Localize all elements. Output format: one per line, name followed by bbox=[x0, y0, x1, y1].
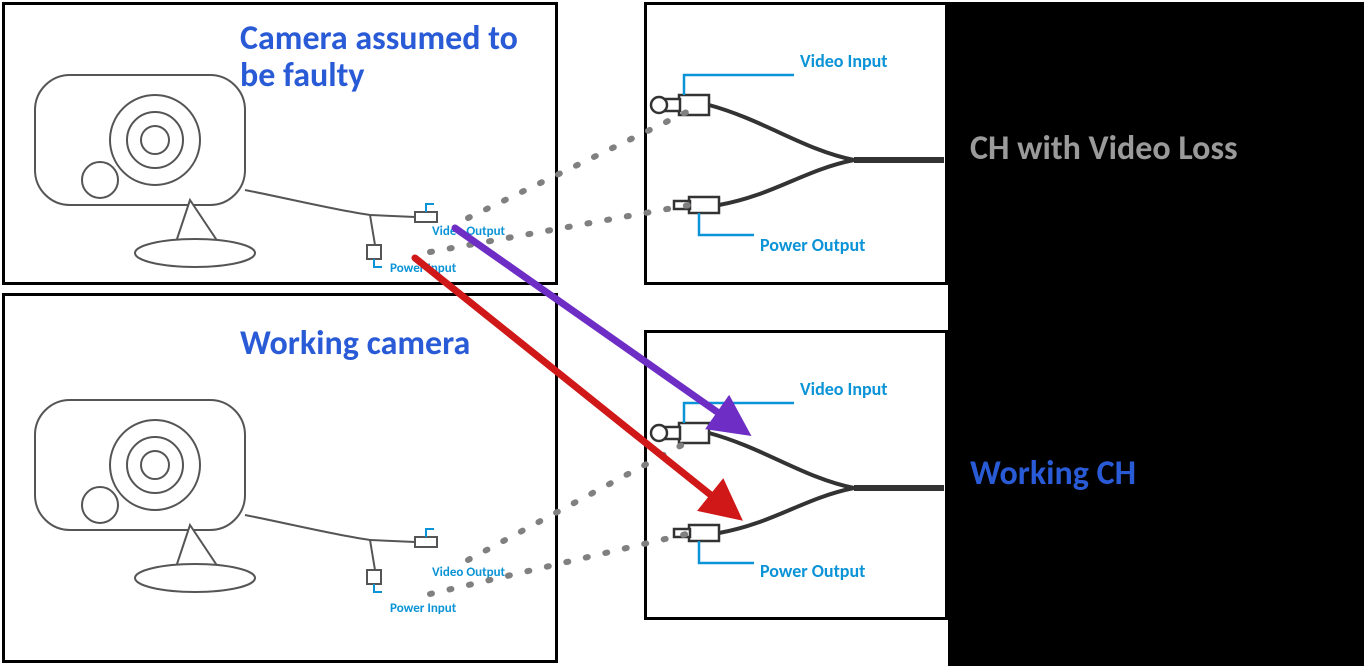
diagram-stage: Camera assumed to be faulty Working came… bbox=[0, 0, 1366, 668]
label-working-camera: Working camera bbox=[240, 325, 560, 362]
label-faulty-camera: Camera assumed to be faulty bbox=[240, 20, 560, 95]
label-working-ch: Working CH bbox=[970, 455, 1350, 492]
label-video-input-bottom: Video Input bbox=[800, 380, 888, 400]
label-power-output-top: Power Output bbox=[760, 236, 865, 256]
panel-right-black bbox=[948, 2, 1364, 666]
label-video-input-top: Video Input bbox=[800, 52, 888, 72]
label-video-output-bottom: Video Output bbox=[432, 566, 505, 580]
label-power-input-top: Power Input bbox=[390, 262, 456, 276]
label-video-output-top: Video Output bbox=[432, 225, 505, 239]
label-power-input-bottom: Power Input bbox=[390, 602, 456, 616]
label-power-output-bottom: Power Output bbox=[760, 562, 865, 582]
label-ch-video-loss: CH with Video Loss bbox=[970, 130, 1350, 167]
